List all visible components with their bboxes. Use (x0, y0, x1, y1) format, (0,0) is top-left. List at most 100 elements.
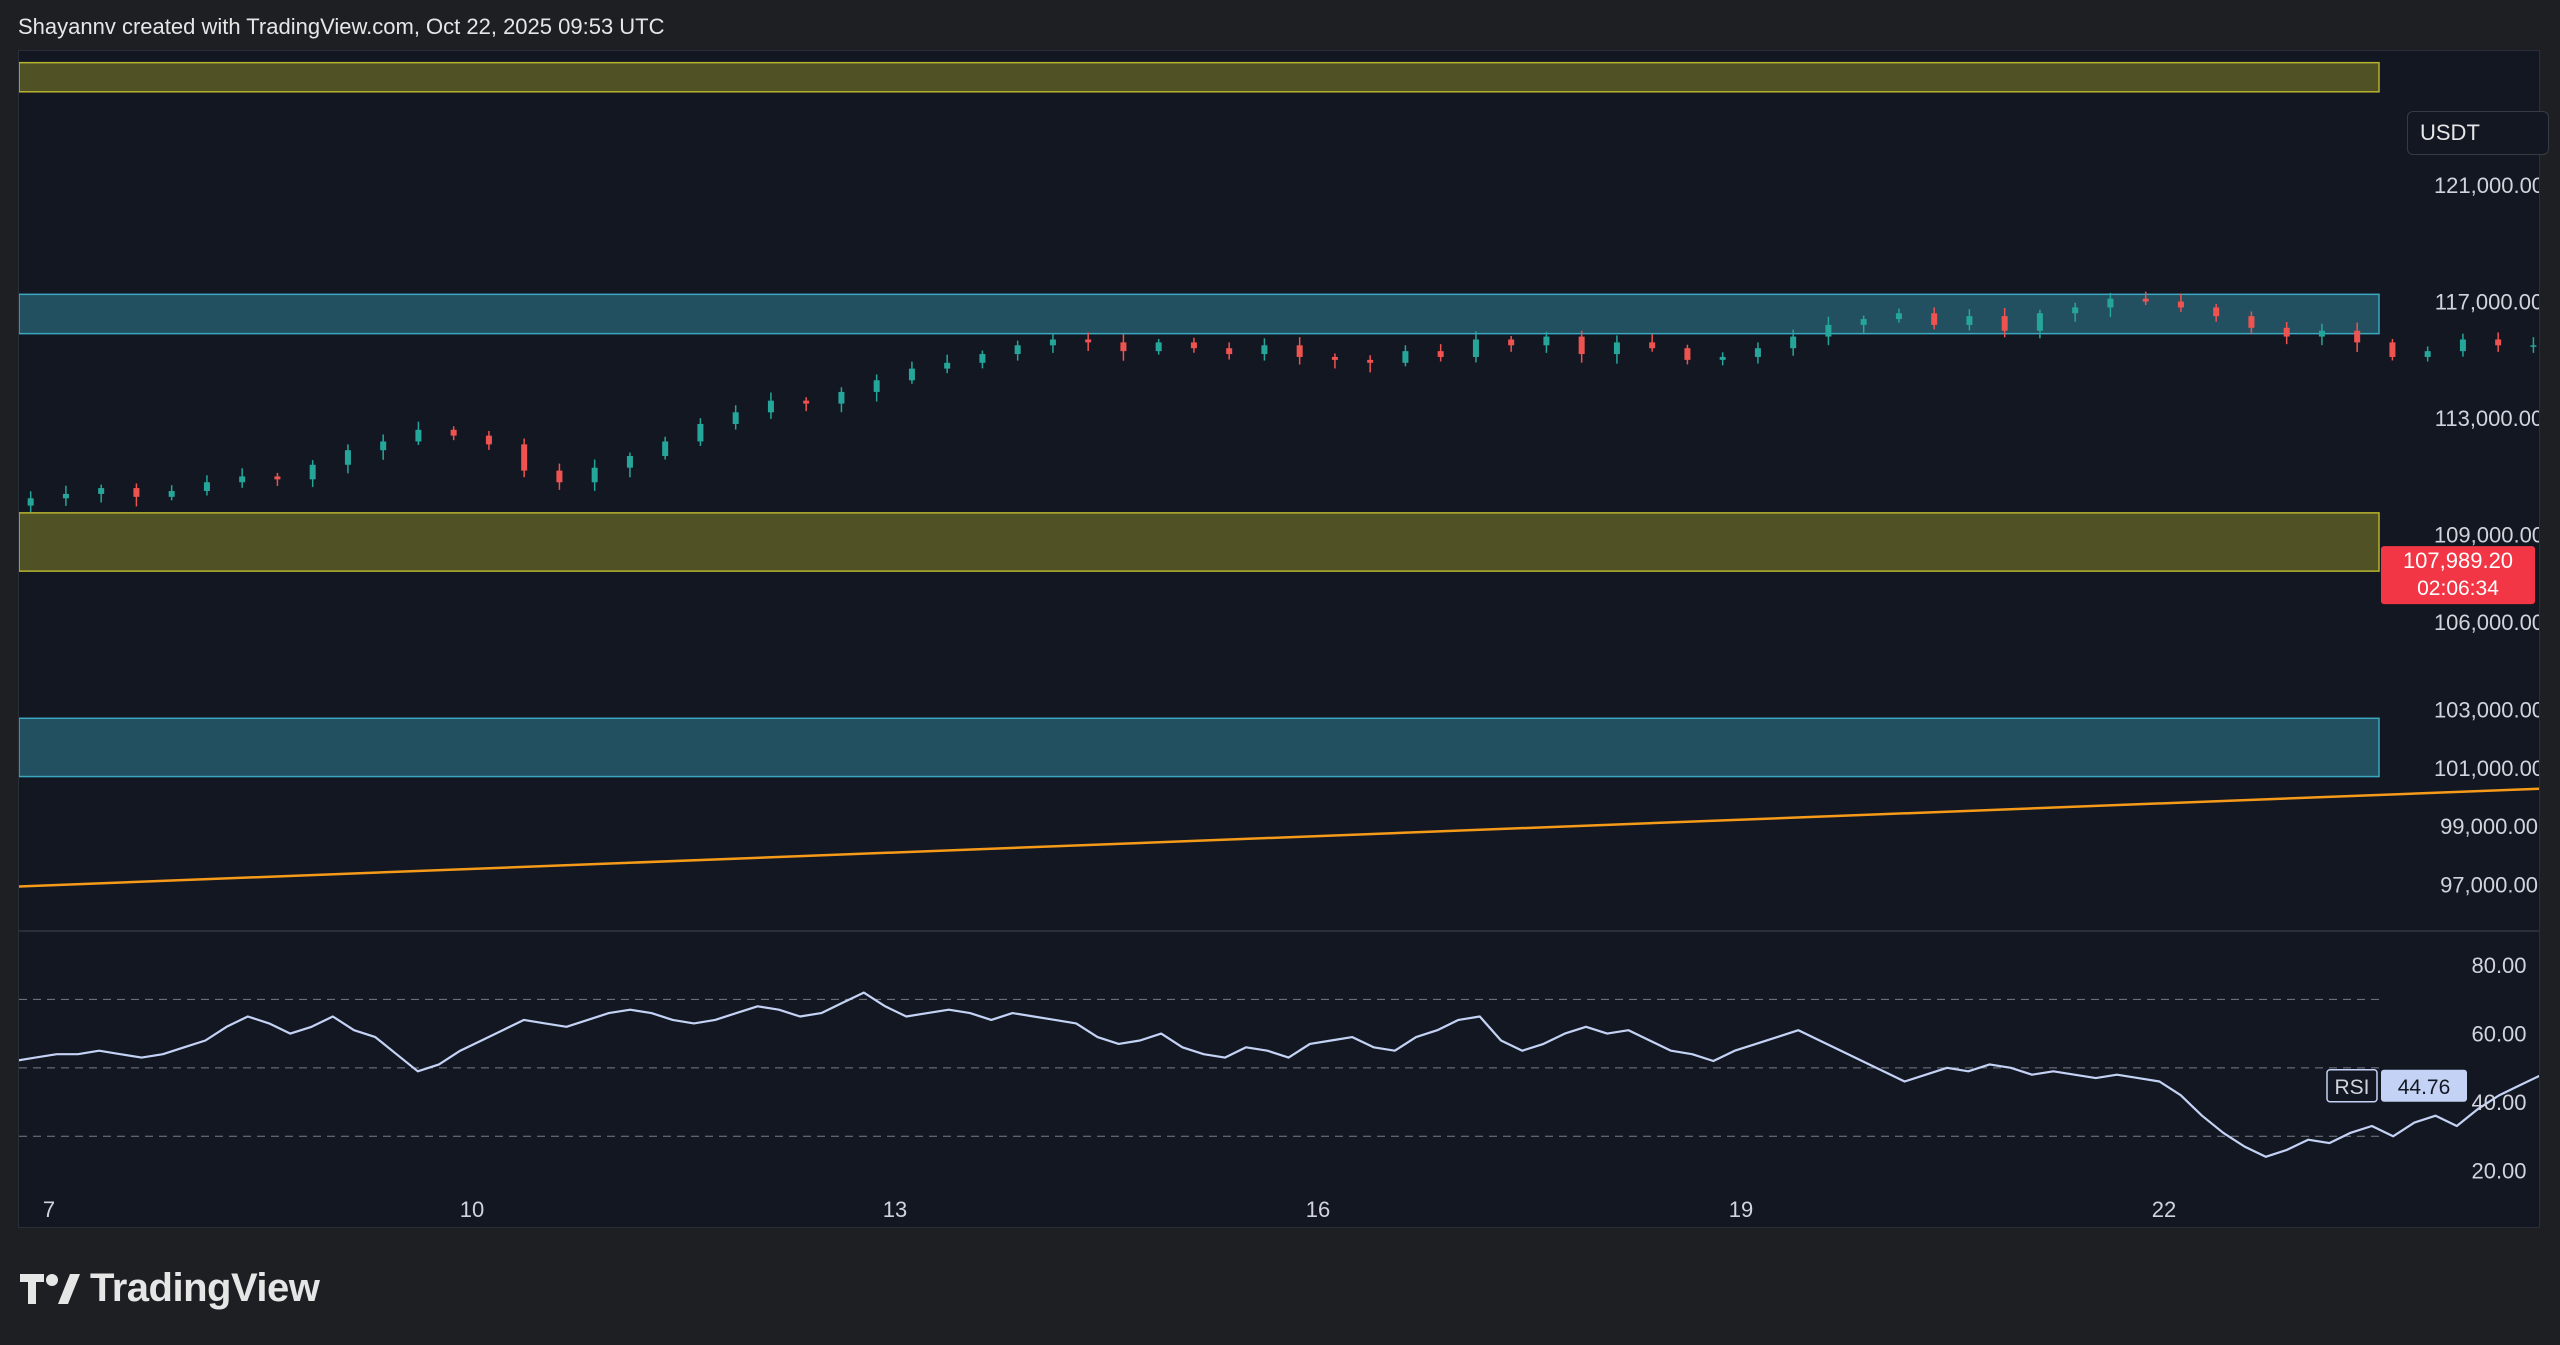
last-price-value: 107,989.20 (2403, 548, 2513, 573)
candle (344, 444, 351, 474)
time-tick-label: 10 (460, 1197, 484, 1222)
candle (1895, 308, 1902, 323)
candle (2389, 338, 2396, 361)
candle (2001, 308, 2008, 338)
time-axis[interactable]: 710131619222528Oct47101316192225 (43, 1197, 2539, 1222)
attribution-text: Shayannv created with TradingView.com, O… (18, 14, 665, 39)
candle (168, 485, 175, 501)
candle (2213, 303, 2220, 322)
candle (98, 484, 105, 503)
time-tick-label: 16 (1306, 1197, 1330, 1222)
rsi-badge-name: RSI (2334, 1076, 2369, 1099)
price-tick-label: 121,000.00 (2434, 173, 2539, 198)
candle (697, 418, 704, 446)
candle (908, 361, 915, 384)
support-resistance-zone-yellow-0 (19, 61, 2380, 93)
tags-layer: 107,989.20 02:06:34 RSI 44.76 (2326, 546, 2535, 1103)
candle (1437, 344, 1444, 362)
support-resistance-zone-cyan-1 (19, 293, 2380, 335)
candle (767, 392, 774, 419)
candle (1190, 337, 1197, 353)
price-tick-label: 97,000.00 (2440, 872, 2538, 897)
candle (1825, 316, 1832, 346)
candle (415, 421, 422, 445)
rsi-tick-label: 80.00 (2471, 953, 2526, 978)
candle (1719, 352, 1726, 366)
candle (2424, 346, 2431, 362)
candle (1296, 337, 1303, 365)
candle (1543, 331, 1550, 353)
tradingview-logo-text: TradingView (90, 1266, 320, 1310)
candle (2177, 293, 2184, 312)
candle (1261, 338, 1268, 361)
candle (2354, 322, 2361, 353)
candle (485, 430, 492, 450)
candle (2072, 302, 2079, 322)
rsi-layer (19, 991, 2539, 1158)
candle (626, 452, 633, 478)
candle (1120, 334, 1127, 361)
candle (239, 468, 246, 488)
candle (1331, 353, 1338, 369)
price-tick-label: 101,000.00 (2434, 756, 2539, 781)
rsi-tick-label: 40.00 (2471, 1090, 2526, 1115)
zones-layer (19, 61, 2380, 778)
candle (1049, 333, 1056, 353)
candle (591, 459, 598, 491)
candle (309, 460, 316, 487)
candle (2495, 332, 2502, 352)
candle (2107, 292, 2114, 318)
candle (1367, 355, 1374, 373)
price-tick-label: 113,000.00 (2435, 406, 2539, 431)
candle (1578, 330, 1585, 363)
support-resistance-zone-cyan-3 (19, 717, 2380, 778)
tradingview-logo-icon (20, 1273, 80, 1304)
candle (1790, 329, 1797, 356)
price-tick-label: 103,000.00 (2434, 698, 2539, 723)
candle (1226, 342, 1233, 360)
ascending-trendline[interactable] (19, 616, 2539, 890)
candle (1931, 307, 1938, 330)
candle (380, 434, 387, 460)
price-tick-label: 109,000.00 (2434, 523, 2539, 548)
candle (1860, 315, 1867, 335)
tradingview-logo[interactable]: TradingView (20, 1266, 320, 1311)
candle (2459, 333, 2466, 357)
trendline-layer (19, 616, 2539, 890)
currency-unit-button[interactable]: USDT (2407, 111, 2549, 155)
candle (556, 463, 563, 490)
candle (1085, 332, 1092, 351)
candle (133, 483, 140, 507)
rsi-line (19, 991, 2539, 1158)
candle (1613, 335, 1620, 364)
chart-frame[interactable]: 121,000.00 117,000.00 113,000.00 109,000.00… (18, 50, 2549, 1228)
candle (1684, 344, 1691, 365)
candle (1014, 340, 1021, 361)
candle (2530, 337, 2537, 353)
candle (203, 475, 210, 496)
candle (2318, 323, 2325, 346)
rsi-badge-value: 44.76 (2398, 1076, 2451, 1099)
candle (1508, 335, 1515, 352)
price-tick-label: 106,000.00 (2434, 610, 2539, 635)
candles-layer (27, 291, 2537, 513)
rsi-tick-label: 60.00 (2471, 1022, 2526, 1047)
candle (979, 350, 986, 369)
price-axis[interactable]: 121,000.00 117,000.00 113,000.00 109,000.00… (2434, 173, 2539, 1183)
candle (838, 387, 845, 413)
time-tick-label: 22 (2152, 1197, 2176, 1222)
candle (2248, 311, 2255, 335)
chart-canvas[interactable]: 121,000.00 117,000.00 113,000.00 109,000.00… (19, 51, 2539, 1227)
candle (2036, 309, 2043, 339)
support-resistance-zone-yellow-2 (19, 512, 2380, 572)
candle (450, 426, 457, 441)
candle (1472, 331, 1479, 363)
last-price-tag: 107,989.20 02:06:34 (2381, 546, 2535, 605)
candle-countdown: 02:06:34 (2417, 577, 2499, 600)
candle (662, 436, 669, 460)
rsi-badge: RSI 44.76 (2326, 1069, 2467, 1103)
time-tick-label: 13 (883, 1197, 907, 1222)
candle (27, 491, 34, 513)
candle (1966, 309, 1973, 331)
candle (274, 472, 281, 486)
